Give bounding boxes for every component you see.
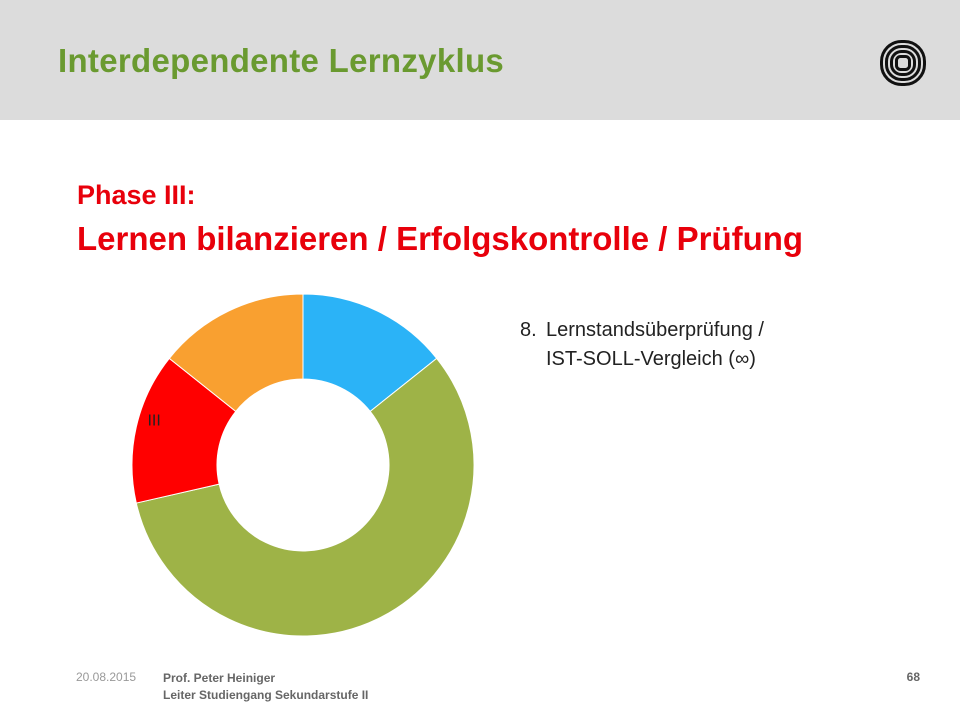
footer-role: Leiter Studiengang Sekundarstufe II <box>163 688 369 702</box>
phase-subtitle: Lernen bilanzieren / Erfolgskontrolle / … <box>77 220 804 257</box>
list-item-number: 8. <box>520 319 537 341</box>
phase-title: Phase III: <box>77 180 196 210</box>
slide-title: Interdependente Lernzyklus <box>58 42 505 79</box>
footer-author-block: Prof. Peter Heiniger Leiter Studiengang … <box>163 670 368 704</box>
page-number: 68 <box>906 670 920 684</box>
list-item-line1: Lernstandsüberprüfung / <box>546 319 764 341</box>
concentric-square-logo-icon <box>880 40 926 86</box>
list-item-line2: IST-SOLL-Vergleich (∞) <box>546 348 756 370</box>
donut-slice <box>302 293 438 413</box>
donut-slice <box>131 357 237 504</box>
header-bar: Interdependente Lernzyklus <box>0 0 960 120</box>
footer-date: 20.08.2015 <box>76 670 137 684</box>
list-item: 8. Lernstandsüberprüfung / IST-SOLL-Vergl… <box>520 316 764 374</box>
footer-author: Prof. Peter Heiniger <box>163 671 276 685</box>
donut-slice-label: III <box>147 412 160 429</box>
donut-chart: III <box>131 293 475 637</box>
donut-slice <box>168 293 304 413</box>
donut-slice <box>135 357 475 637</box>
